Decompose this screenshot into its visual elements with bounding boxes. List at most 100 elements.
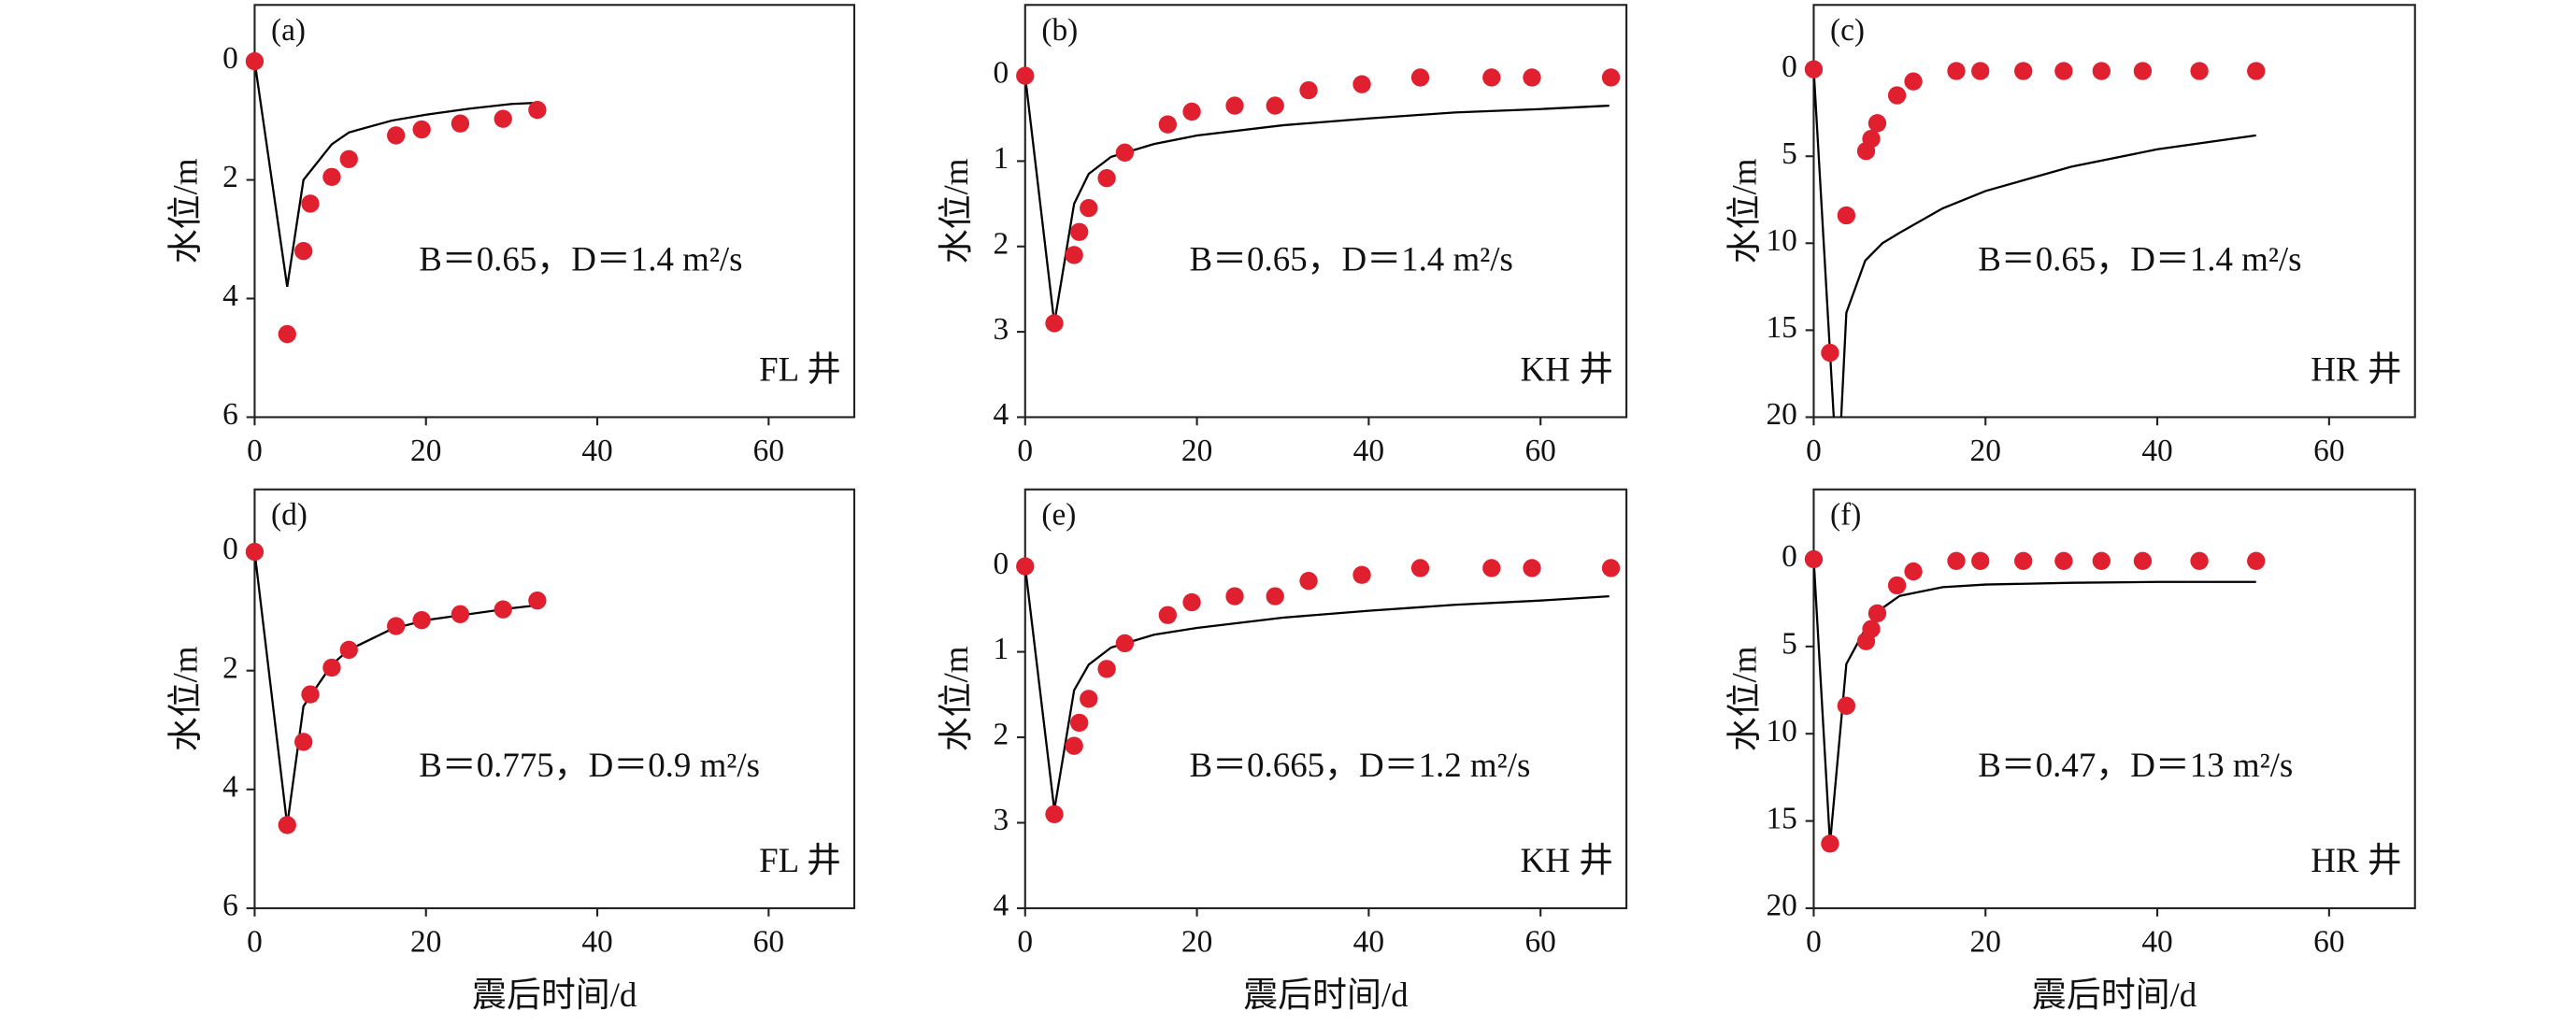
y-tick-label: 6 [222, 397, 238, 432]
y-tick-label: 0 [994, 547, 1009, 581]
plot-frame [1023, 4, 1628, 419]
data-point [1080, 198, 1098, 218]
x-tick-label: 20 [1181, 434, 1212, 468]
panel: 0 20 40 60 0 5 10 15 20 水位/m (c) B＝0.65，D＝1.4 m²/s H… [1725, 4, 2416, 468]
y-tick-label: 4 [222, 769, 238, 804]
y-tick-label: 3 [994, 803, 1009, 837]
data-point [1887, 86, 1907, 105]
annotation: B＝0.65，D＝1.4 m²/s [419, 240, 742, 278]
y-tick-label: 20 [1766, 889, 1796, 923]
data-point [2190, 62, 2209, 80]
data-point [2054, 551, 2073, 571]
data-point [1158, 606, 1177, 624]
data-point [1266, 96, 1284, 115]
y-tick-label: 1 [994, 632, 1009, 666]
x-tick-label: 40 [1353, 434, 1384, 468]
fit-line [1813, 559, 2256, 844]
y-tick-label: 2 [222, 650, 238, 685]
annotation: B＝0.775，D＝0.9 m²/s [419, 746, 760, 784]
plot-frame [253, 4, 856, 419]
data-point [2133, 551, 2153, 571]
x-tick-label: 20 [410, 434, 441, 468]
x-tick-label: 0 [1017, 434, 1033, 468]
data-point [1045, 805, 1064, 824]
panel: 0 20 40 60 0 1 2 3 4 水位/m 震后时间/d (e) B＝0.665，D＝1.2 m… [937, 488, 1628, 1014]
panel-label: (e) [1041, 497, 1076, 532]
data-point [2247, 62, 2266, 80]
data-point [294, 733, 313, 751]
panel-label: (f) [1830, 497, 1861, 532]
x-tick-label: 0 [1806, 434, 1822, 468]
data-point [322, 658, 341, 677]
data-point [2190, 551, 2209, 571]
fit-line [1024, 565, 1610, 810]
data-point [1065, 736, 1083, 755]
annotation: B＝0.665，D＝1.2 m²/s [1190, 746, 1531, 784]
x-tick-label: 60 [753, 924, 784, 959]
x-tick-label: 20 [410, 924, 441, 959]
data-point [1821, 343, 1839, 363]
data-point [494, 600, 512, 619]
plot-frame [1812, 488, 2416, 910]
data-point [245, 51, 265, 71]
data-point [451, 605, 470, 623]
y-tick-label: 0 [222, 532, 238, 566]
data-point [1601, 68, 1621, 87]
well-label: FL 井 [759, 349, 841, 388]
data-point [2092, 551, 2111, 571]
data-point [1045, 314, 1064, 333]
data-point [2092, 62, 2111, 80]
data-point [1097, 660, 1116, 678]
data-point [1225, 587, 1244, 606]
panel: 0 20 40 60 0 5 10 15 20 水位/m 震后时间/d (f) B＝0.47，D＝13 … [1725, 488, 2416, 1014]
x-tick-label: 20 [1181, 924, 1212, 959]
well-label: HR 井 [2311, 349, 2401, 388]
y-tick-label: 0 [1782, 50, 1797, 84]
data-point [1352, 75, 1371, 93]
data-point [1482, 559, 1501, 577]
x-axis-label: 震后时间/d [2032, 976, 2197, 1014]
data-point [386, 126, 406, 145]
data-point [1868, 604, 1887, 623]
data-point [245, 542, 265, 562]
y-axis-label: 水位/m [937, 646, 975, 751]
data-point [494, 109, 512, 128]
panel: 0 20 40 60 0 1 2 3 4 水位/m (b) B＝0.65，D＝1.4 m²/s KH 井 [937, 4, 1628, 468]
x-tick-label: 40 [2141, 924, 2172, 959]
data-point [1225, 96, 1244, 115]
x-axis-label: 震后时间/d [472, 976, 637, 1014]
fit-line [254, 551, 538, 826]
well-label: FL 井 [759, 841, 841, 879]
well-label: KH 井 [1521, 349, 1613, 388]
data-point [1080, 690, 1098, 708]
data-point [1821, 834, 1839, 853]
data-point [1299, 80, 1318, 100]
y-tick-label: 6 [222, 889, 238, 923]
x-tick-label: 40 [581, 434, 612, 468]
y-tick-label: 2 [994, 226, 1009, 261]
data-point [301, 685, 320, 704]
y-tick-label: 4 [994, 397, 1009, 432]
data-point [1016, 557, 1035, 576]
x-tick-label: 40 [1353, 924, 1384, 959]
fit-line [1813, 69, 2256, 418]
data-point [1182, 592, 1201, 612]
plot-frame [1023, 488, 1628, 910]
x-tick-label: 20 [1970, 924, 2001, 959]
data-point [1837, 696, 1856, 716]
data-point [1115, 143, 1135, 162]
data-point [528, 591, 547, 610]
y-axis-label: 水位/m [166, 158, 205, 264]
x-tick-label: 0 [247, 434, 263, 468]
panel-label: (b) [1041, 13, 1078, 48]
data-point [301, 194, 320, 213]
data-point [2247, 551, 2266, 571]
y-tick-label: 3 [994, 312, 1009, 347]
data-point [1410, 559, 1430, 577]
panel: 0 20 40 60 0 2 4 6 水位/m 震后时间/d (d) B＝0.775，D＝0.9 m²… [166, 488, 856, 1014]
y-tick-label: 0 [994, 56, 1009, 91]
well-label: HR 井 [2311, 841, 2401, 879]
annotation: B＝0.65，D＝1.4 m²/s [1190, 240, 1513, 278]
data-point [1804, 549, 1824, 569]
